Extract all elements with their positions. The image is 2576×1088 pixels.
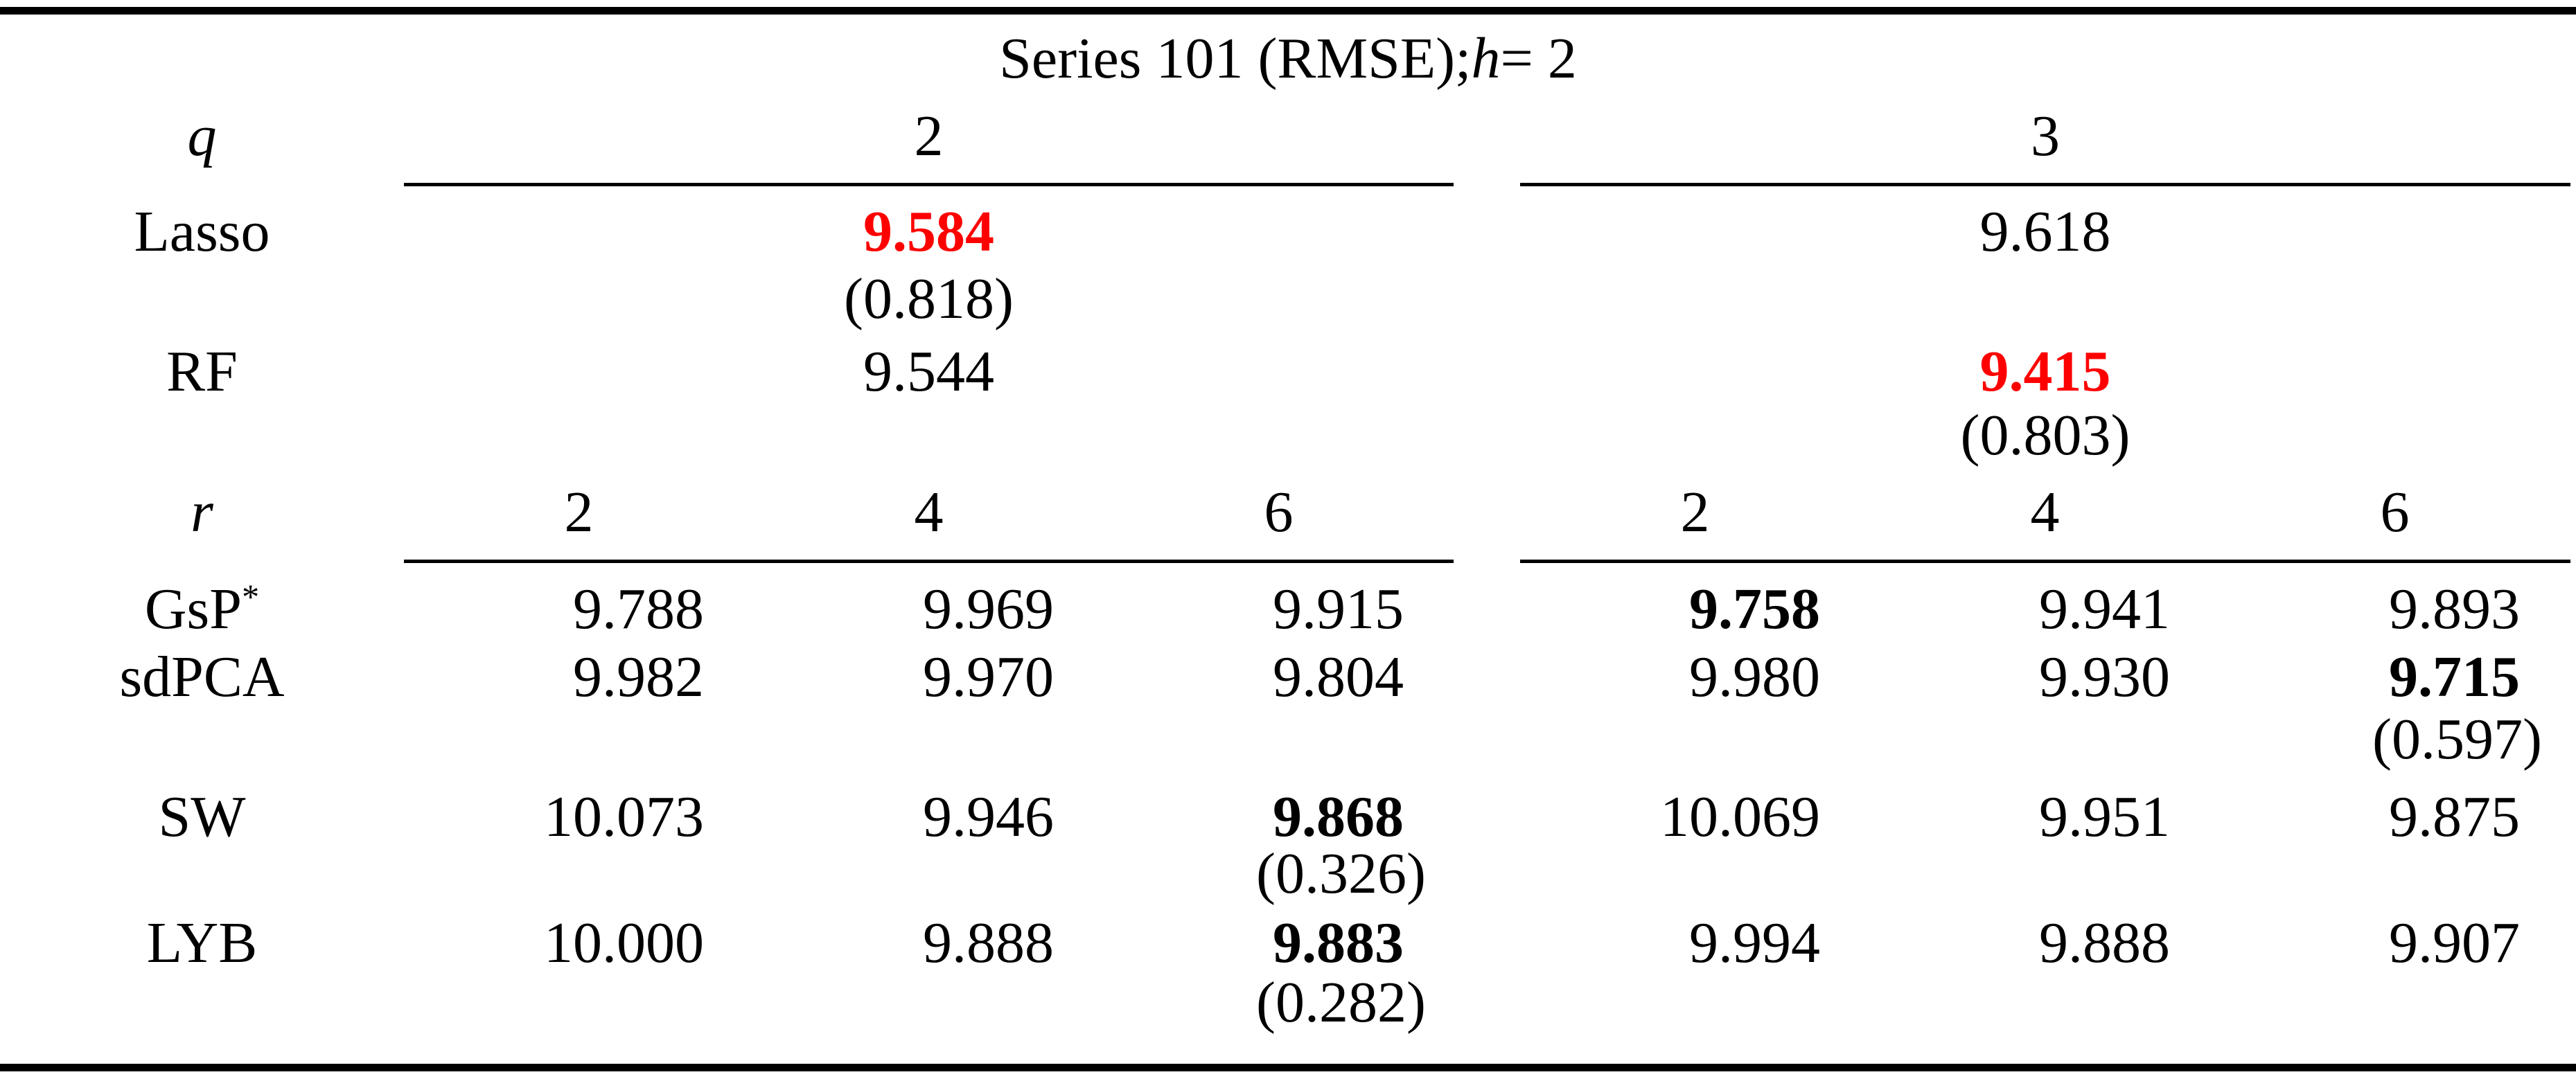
gsp-value: 9.893 [2389, 577, 2520, 641]
rf-row: RF 9.544 9.415 [0, 343, 2570, 401]
col-header-r6-q2: 6 [1264, 480, 1294, 544]
q-header-row: q 2 3 [0, 107, 2570, 166]
r-right-rule [1520, 560, 2570, 563]
group-gap [1454, 107, 1520, 166]
sw-se: (0.326) [1256, 841, 1426, 906]
sdpca-value: 9.982 [573, 645, 704, 709]
gsp-value: 9.941 [2039, 577, 2170, 641]
lyb-se-row: (0.282) [0, 974, 2570, 1032]
lyb-row: LYB 10.000 9.888 9.883 9.994 9.888 9.907 [0, 914, 2570, 972]
sw-value: 10.073 [544, 785, 704, 849]
lyb-value: 9.888 [923, 911, 1054, 975]
sdpca-value: 9.980 [1689, 645, 1820, 709]
lyb-value: 10.000 [544, 911, 704, 975]
lyb-value: 9.888 [2039, 911, 2170, 975]
r-label: r [191, 480, 213, 544]
gsp-asterisk: * [241, 578, 260, 617]
q2-group-rule [404, 183, 1454, 186]
lasso-row: Lasso 9.584 9.618 [0, 203, 2570, 261]
rf-label: RF [166, 339, 238, 404]
lyb-se: (0.282) [1256, 970, 1426, 1035]
sw-value: 10.069 [1660, 785, 1820, 849]
bottom-rule [0, 1064, 2576, 1071]
top-rule [0, 7, 2576, 15]
sdpca-se: (0.597) [2372, 707, 2542, 772]
lasso-se-row: (0.818) [0, 270, 2570, 328]
group-gap [1454, 483, 1520, 542]
lyb-value-best: 9.883 [1273, 911, 1404, 975]
sw-row: SW 10.073 9.946 9.868 10.069 9.951 9.875 [0, 788, 2570, 846]
gsp-value: 9.969 [923, 577, 1054, 641]
title-prefix: Series 101 (RMSE); [999, 26, 1472, 91]
lyb-value: 9.994 [1689, 911, 1820, 975]
sw-value: 9.946 [923, 785, 1054, 849]
lasso-se-q2: (0.818) [844, 267, 1014, 331]
lyb-value: 9.907 [2389, 911, 2520, 975]
sdpca-value: 9.804 [1273, 645, 1404, 709]
sw-value-best: 9.868 [1273, 785, 1404, 849]
rf-value-q3: 9.415 [1979, 339, 2111, 404]
group-gap [1454, 343, 1520, 401]
rf-se-row: (0.803) [0, 407, 2570, 465]
col-header-r2-q3: 2 [1680, 480, 1710, 544]
title-variable: h [1471, 26, 1501, 91]
gsp-value-best: 9.758 [1689, 577, 1820, 641]
col-header-r4-q3: 4 [2030, 480, 2060, 544]
sdpca-value: 9.970 [923, 645, 1054, 709]
gsp-value: 9.788 [573, 577, 704, 641]
group-gap [1454, 203, 1520, 261]
r-left-rule [404, 560, 1454, 563]
sdpca-label: sdPCA [119, 645, 285, 709]
sdpca-se-row: (0.597) [0, 711, 2570, 769]
gsp-label: GsP* [144, 577, 260, 641]
lasso-value-q3: 9.618 [1979, 199, 2111, 264]
lasso-value-q2: 9.584 [863, 199, 994, 264]
rf-value-q2: 9.544 [863, 339, 994, 404]
sw-value: 9.875 [2389, 785, 2520, 849]
table-title: Series 101 (RMSE); h = 2 [0, 30, 2576, 88]
lasso-label: Lasso [134, 199, 270, 264]
gsp-row: GsP* 9.788 9.969 9.915 9.758 9.941 9.893 [0, 580, 2570, 639]
sdpca-value-best: 9.715 [2389, 645, 2520, 709]
col-header-r4-q2: 4 [914, 480, 944, 544]
sw-se-row: (0.326) [0, 845, 2570, 903]
q-label: q [187, 104, 217, 168]
gsp-value: 9.915 [1273, 577, 1404, 641]
col-header-r6-q3: 6 [2380, 480, 2410, 544]
sdpca-row: sdPCA 9.982 9.970 9.804 9.980 9.930 9.71… [0, 648, 2570, 706]
sdpca-value: 9.930 [2039, 645, 2170, 709]
rf-se-q3: (0.803) [1960, 403, 2131, 467]
lyb-label: LYB [146, 911, 258, 975]
group-header-q2: 2 [914, 104, 944, 168]
sw-label: SW [158, 785, 246, 849]
r-header-row: r 2 4 6 2 4 6 [0, 483, 2570, 542]
group-header-q3: 3 [2031, 104, 2060, 168]
title-suffix: = 2 [1500, 26, 1577, 91]
sw-value: 9.951 [2039, 785, 2170, 849]
col-header-r2-q2: 2 [564, 480, 594, 544]
q3-group-rule [1520, 183, 2570, 186]
